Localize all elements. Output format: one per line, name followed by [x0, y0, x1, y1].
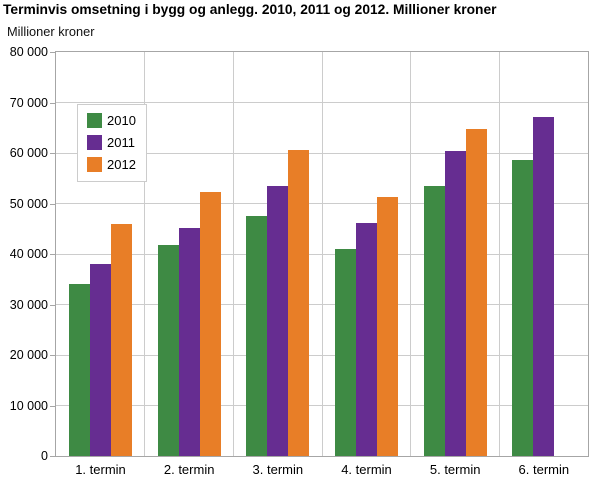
legend-swatch-2010 — [87, 113, 102, 128]
y-tick-mark — [50, 304, 55, 306]
y-tick-label: 80 000 — [9, 45, 48, 59]
legend-swatch-2012 — [87, 157, 102, 172]
y-tick-label: 40 000 — [9, 247, 48, 261]
bar-2012 — [110, 223, 132, 456]
legend-item: 2011 — [87, 135, 136, 150]
y-tick-mark — [50, 456, 55, 457]
bar-2011 — [89, 264, 111, 456]
bar-2011 — [444, 150, 466, 456]
y-tick-label: 10 000 — [9, 398, 48, 413]
y-tick-mark — [50, 153, 55, 154]
y-tick-mark — [50, 52, 55, 53]
bar-2010 — [68, 284, 90, 456]
y-tick-label: 70 000 — [9, 95, 48, 110]
x-tick-label: 4. termin — [341, 462, 392, 477]
x-tick-label: 2. termin — [163, 462, 215, 477]
gridline-vertical — [498, 52, 500, 456]
y-tick-label: 30 000 — [9, 297, 48, 312]
bar-2011 — [178, 227, 200, 456]
y-tick-label: 60 000 — [9, 146, 48, 160]
bar-2011 — [355, 223, 377, 456]
x-tick-label: 6. termin — [518, 462, 570, 477]
y-tick-mark — [50, 355, 55, 356]
gridline-vertical — [144, 52, 146, 456]
bar-2011 — [533, 117, 555, 456]
legend-label: 2011 — [107, 135, 135, 150]
bar-2012 — [465, 128, 487, 456]
y-axis-title: Millioner kroner — [7, 24, 95, 39]
y-tick-label: 50 000 — [9, 196, 48, 211]
chart-title: Terminvis omsetning i bygg og anlegg. 20… — [3, 2, 497, 17]
bar-2012 — [288, 150, 310, 456]
y-tick-mark — [50, 254, 55, 255]
gridline-vertical — [232, 52, 234, 456]
legend-label: 2010 — [107, 113, 136, 128]
legend-item: 2010 — [87, 113, 136, 128]
bar-2012 — [376, 197, 398, 456]
y-tick-mark — [50, 405, 55, 407]
bar-2010 — [423, 186, 445, 456]
bar-2010 — [334, 249, 356, 456]
x-tick-label: 1. termin — [75, 462, 126, 477]
y-tick-mark — [50, 102, 55, 104]
y-tick-label: 0 — [41, 449, 48, 463]
x-tick-label: 3. termin — [252, 462, 304, 477]
legend-label: 2012 — [107, 157, 136, 172]
legend-swatch-2011 — [87, 135, 102, 150]
bar-2011 — [267, 185, 289, 456]
bar-2012 — [199, 191, 221, 456]
legend-item: 2012 — [87, 157, 136, 172]
y-tick-mark — [50, 203, 55, 205]
bar-2010 — [512, 160, 534, 456]
gridline-vertical — [321, 52, 323, 456]
plot-area: 2010 2011 2012 — [55, 51, 589, 457]
bar-2010 — [157, 245, 179, 456]
x-tick-label: 5. termin — [429, 462, 481, 477]
gridline-vertical — [410, 52, 412, 456]
y-tick-label: 20 000 — [9, 348, 48, 362]
bar-2010 — [246, 215, 268, 456]
legend: 2010 2011 2012 — [77, 104, 147, 182]
